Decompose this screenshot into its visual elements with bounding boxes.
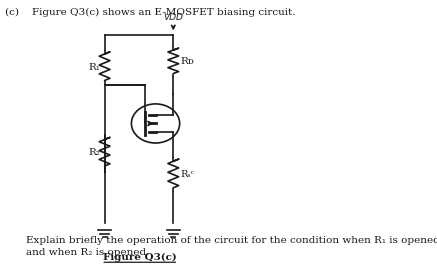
Text: R₁: R₁ [89, 63, 101, 72]
Text: (c)    Figure Q3(c) shows an E-MOSFET biasing circuit.: (c) Figure Q3(c) shows an E-MOSFET biasi… [5, 7, 295, 17]
Text: VDD: VDD [163, 13, 183, 22]
Text: Figure Q3(c): Figure Q3(c) [103, 253, 177, 262]
Text: R₂: R₂ [89, 148, 101, 157]
Text: Rₛᶜ: Rₛᶜ [180, 170, 194, 179]
Text: Explain briefly the operation of the circuit for the condition when R₁ is opened: Explain briefly the operation of the cir… [26, 236, 437, 257]
Text: Rᴅ: Rᴅ [180, 57, 194, 66]
